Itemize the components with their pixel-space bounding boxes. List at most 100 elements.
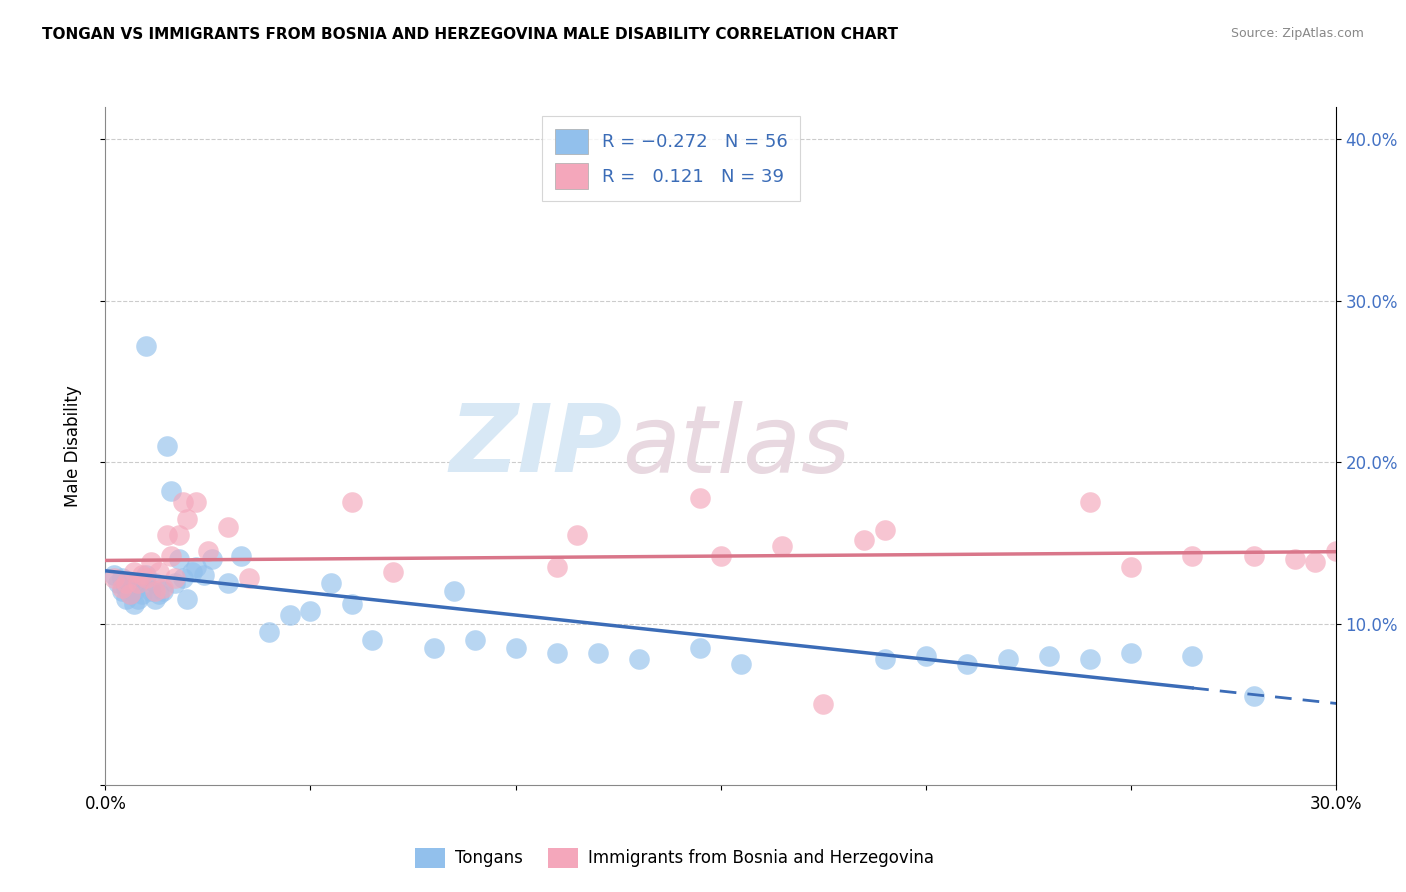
Point [152,584,174,599]
Point [361,632,384,647]
Point [997,652,1019,666]
Point [381,565,404,579]
Point [229,549,252,563]
Point [120,587,141,601]
Point [156,439,179,453]
Point [299,604,322,618]
Point [143,584,166,599]
Text: ZIP: ZIP [450,400,621,492]
Point [422,640,444,655]
Point [811,698,834,712]
Point [148,587,170,601]
Point [565,528,588,542]
Point [131,568,153,582]
Point [127,576,149,591]
Text: TONGAN VS IMMIGRANTS FROM BOSNIA AND HERZEGOVINA MALE DISABILITY CORRELATION CHA: TONGAN VS IMMIGRANTS FROM BOSNIA AND HER… [42,27,898,42]
Point [115,581,138,595]
Point [160,549,183,563]
Point [122,597,145,611]
Point [914,648,936,663]
Point [505,640,527,655]
Point [1181,549,1204,563]
Text: Source: ZipAtlas.com: Source: ZipAtlas.com [1230,27,1364,40]
Point [184,495,207,509]
Point [122,584,145,599]
Point [107,576,129,591]
Point [103,571,125,585]
Point [139,584,162,599]
Point [1119,560,1142,574]
Point [770,539,793,553]
Point [176,511,198,525]
Point [218,576,240,591]
Point [135,571,157,585]
Point [120,587,141,601]
Point [956,657,979,671]
Point [193,568,215,582]
Point [259,624,281,639]
Point [115,592,138,607]
Point [139,555,162,569]
Point [127,576,149,591]
Point [172,571,194,585]
Point [1078,495,1101,509]
Point [165,571,187,585]
Point [176,592,198,607]
Point [689,640,711,655]
Point [169,552,191,566]
Point [111,581,134,595]
Point [1078,652,1101,666]
Point [135,339,157,353]
Point [165,576,187,591]
Point [1303,555,1326,569]
Point [730,657,752,671]
Point [131,587,153,601]
Legend: Tongans, Immigrants from Bosnia and Herzegovina: Tongans, Immigrants from Bosnia and Herz… [409,841,941,875]
Point [111,584,134,599]
Point [873,652,896,666]
Point [197,544,219,558]
Point [152,581,174,595]
Point [122,565,145,579]
Point [873,523,896,537]
Point [180,565,202,579]
Point [169,528,191,542]
Point [120,576,141,591]
Point [135,568,157,582]
Point [156,528,179,542]
Point [143,576,166,591]
Point [1324,544,1347,558]
Point [464,632,486,647]
Point [103,568,125,582]
Point [689,491,711,505]
Point [184,560,207,574]
Point [111,571,134,585]
Point [238,571,260,585]
Point [319,576,342,591]
Point [1243,549,1265,563]
Point [1284,552,1306,566]
Point [1243,689,1265,703]
Point [627,652,650,666]
Point [710,549,733,563]
Point [1181,648,1204,663]
Point [127,592,149,607]
Legend: R = −0.272   N = 56, R =   0.121   N = 39: R = −0.272 N = 56, R = 0.121 N = 39 [543,116,800,202]
Point [340,495,363,509]
Point [278,608,301,623]
Point [853,533,876,547]
Point [443,584,465,599]
Point [143,592,166,607]
Point [1038,648,1060,663]
Point [340,597,363,611]
Point [115,576,138,591]
Point [586,646,609,660]
Y-axis label: Male Disability: Male Disability [63,385,82,507]
Point [546,560,568,574]
Point [201,552,224,566]
Point [148,565,170,579]
Point [160,484,183,499]
Point [172,495,194,509]
Point [1119,646,1142,660]
Text: atlas: atlas [621,401,851,491]
